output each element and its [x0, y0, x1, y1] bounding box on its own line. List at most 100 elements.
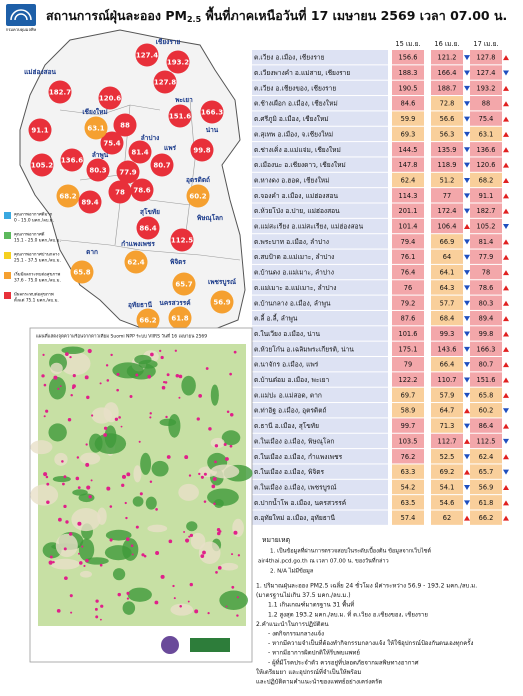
station-name: ต.บ้านต๋อม อ.เมือง, พะเยา: [254, 376, 329, 384]
station-name: ต.บ้านดง อ.แม่เมาะ, ลำปาง: [254, 269, 334, 277]
value-cell: [470, 280, 502, 295]
forest-patch: [127, 587, 152, 602]
hotspot: [135, 373, 139, 377]
hotspot: [208, 427, 212, 431]
station-name: ต.ในเวียง อ.เมือง, น่าน: [254, 330, 320, 338]
trend-arrow: [464, 270, 470, 276]
hotspot: [168, 539, 173, 544]
trend-arrow: [503, 162, 509, 168]
value-cell: [431, 157, 463, 172]
value-cell: [431, 449, 463, 464]
hotspot: [223, 442, 227, 447]
trend-arrow: [464, 193, 470, 199]
column-header: 15 เม.ย.: [395, 40, 420, 48]
value-cell: [470, 234, 502, 249]
hotspot: [216, 528, 221, 532]
station-name: ต.ห้วยโก๋น อ.เฉลิมพระเกียรติ, น่าน: [254, 345, 354, 353]
value: 66.4: [440, 361, 455, 369]
value: 121.2: [438, 54, 457, 62]
province-name: ลำพูน: [92, 151, 109, 160]
title-part: พื้นที่ภาคเหนือวันที่ 17 เมษายน 2569 เวล…: [201, 6, 507, 23]
map-value: 63.1: [87, 125, 104, 133]
value: 172.4: [438, 207, 457, 215]
value-cell: [470, 479, 502, 495]
value: 101.6: [399, 330, 418, 338]
trend-arrow: [464, 177, 470, 183]
legend-label: คุณภาพอากาศดีมาก: [14, 212, 53, 218]
legend-label: คุณภาพอากาศปานกลาง: [14, 252, 60, 258]
station-name: ต.บ้านกลาง อ.เมือง, ลำพูน: [254, 299, 331, 307]
trend-arrow: [464, 331, 470, 337]
hotspot: [236, 614, 239, 617]
title-sub: 2.5: [187, 15, 202, 24]
province-name: สุโขทัย: [140, 207, 160, 216]
value-cell: [431, 341, 463, 356]
hotspot: [94, 607, 98, 611]
value: 64.7: [440, 407, 455, 415]
value: 201.1: [399, 207, 418, 215]
hotspot: [78, 552, 80, 555]
province-name: กำแพงเพชร: [121, 240, 155, 248]
trend-arrow: [503, 85, 509, 91]
value-cell: [470, 111, 502, 126]
trend-arrow: [503, 316, 509, 322]
station-cell: [252, 157, 388, 172]
map-value: 193.2: [167, 59, 189, 67]
map-point: [84, 116, 108, 140]
value-cell: [431, 357, 463, 372]
trend-arrow: [464, 377, 470, 383]
map-value: 91.1: [31, 127, 48, 135]
hotspot: [99, 618, 102, 621]
summary-line: ให้เตรียมยา และอุปกรณ์ที่จำเป็นให้พร้อม: [256, 667, 361, 676]
hotspot: [149, 412, 152, 415]
map-point: [200, 100, 224, 124]
title-part: สถานการณ์ฝุ่นละออง PM: [46, 8, 187, 24]
hotspot: [121, 483, 125, 488]
map-value: 127.4: [136, 52, 158, 60]
trend-arrow: [503, 270, 509, 276]
map-point: [135, 43, 159, 67]
value: 57.4: [401, 514, 416, 522]
map-point: [168, 104, 192, 128]
value-cell: [470, 188, 502, 203]
value-cell: [431, 126, 463, 142]
hotspot: [49, 555, 53, 559]
value: 54.2: [401, 483, 416, 491]
hotspot: [165, 415, 168, 419]
station-name: ต.เวียง อ.เมือง, เชียงราย: [254, 54, 325, 62]
legend-swatch: [4, 212, 11, 219]
map-point: [28, 118, 52, 142]
hotspot: [214, 460, 217, 464]
trend-arrow: [464, 362, 470, 368]
hotspot: [81, 545, 84, 548]
trend-arrow: [464, 515, 470, 521]
value-cell: [392, 295, 424, 310]
forest-patch: [50, 558, 80, 570]
map-point: [172, 272, 196, 296]
station-cell: [252, 80, 388, 96]
forest-patch: [50, 362, 63, 375]
hotspot: [116, 372, 120, 376]
forest-patch: [30, 440, 53, 455]
value: 64: [443, 253, 451, 261]
station-cell: [252, 510, 388, 525]
hotspot: [84, 375, 89, 380]
value: 64.3: [440, 284, 455, 292]
forest-patch: [54, 452, 68, 466]
value: 188.7: [438, 84, 457, 92]
value: 110.7: [438, 376, 457, 384]
value-cell: [392, 280, 424, 295]
station-cell: [252, 495, 388, 510]
hotspot: [147, 374, 152, 379]
forest-patch: [78, 538, 95, 561]
map-point: [150, 153, 174, 177]
hotspot: [198, 394, 203, 398]
station-name: ต.เวียง อ.เชียงของ, เชียงราย: [254, 84, 336, 92]
value: 77: [443, 192, 451, 200]
legend-swatch: [4, 232, 11, 239]
trend-arrow: [503, 177, 509, 183]
trend-arrow: [503, 469, 509, 475]
value-cell: [392, 234, 424, 249]
hotspot: [214, 444, 219, 448]
hotspot: [67, 418, 72, 422]
